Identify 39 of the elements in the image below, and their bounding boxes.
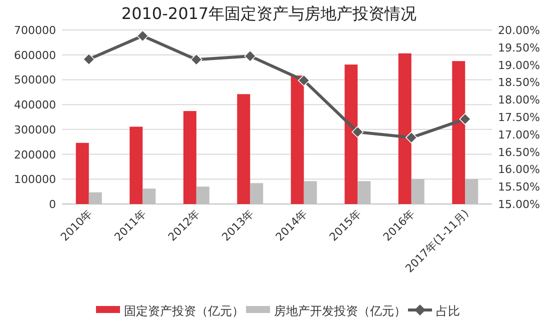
- y-tick-label: 100000: [14, 173, 56, 186]
- y-tick-label: 200000: [14, 148, 56, 162]
- bar: [237, 94, 250, 204]
- point: [136, 30, 149, 42]
- bar: [290, 75, 304, 204]
- chart-title: 2010-2017年固定资产与房地产投资情况: [121, 4, 417, 23]
- y-tick-label: 500000: [14, 74, 56, 87]
- point: [82, 53, 95, 66]
- bar: [398, 53, 412, 204]
- point: [190, 54, 202, 66]
- y2-tick-label: 17.00%: [498, 128, 540, 142]
- y2-tick-label: 16.50%: [498, 146, 540, 159]
- point: [244, 50, 256, 62]
- y2-tick-label: 15.00%: [498, 198, 540, 211]
- y-tick-label: 700000: [14, 24, 56, 37]
- bar: [183, 111, 196, 204]
- y2-tick-label: 20.00%: [498, 24, 540, 37]
- y2-tick-label: 19.00%: [498, 58, 540, 72]
- bar: [344, 64, 358, 204]
- y2-tick-label: 18.50%: [498, 76, 540, 90]
- bar: [130, 126, 143, 204]
- point: [298, 74, 310, 86]
- y-tick-label: 300000: [14, 123, 56, 136]
- y-tick-label: 600000: [14, 48, 56, 62]
- legend-label: 房地产开发投资（亿元）: [274, 304, 406, 318]
- y-tick-label: 0: [49, 198, 56, 211]
- legend-label: 固定资产投资（亿元）: [124, 304, 244, 318]
- y2-tick-label: 16.00%: [498, 163, 540, 176]
- y2-tick-label: 15.50%: [498, 180, 540, 194]
- point: [352, 126, 364, 138]
- y2-tick-label: 18.00%: [498, 94, 540, 107]
- legend-label: 占比: [436, 304, 460, 318]
- bar: [452, 61, 466, 204]
- y2-tick-label: 19.50%: [498, 41, 540, 54]
- y-tick-label: 400000: [14, 98, 56, 112]
- bar: [76, 142, 89, 204]
- point: [405, 132, 418, 144]
- y2-tick-label: 17.50%: [498, 111, 540, 124]
- point: [459, 113, 472, 125]
